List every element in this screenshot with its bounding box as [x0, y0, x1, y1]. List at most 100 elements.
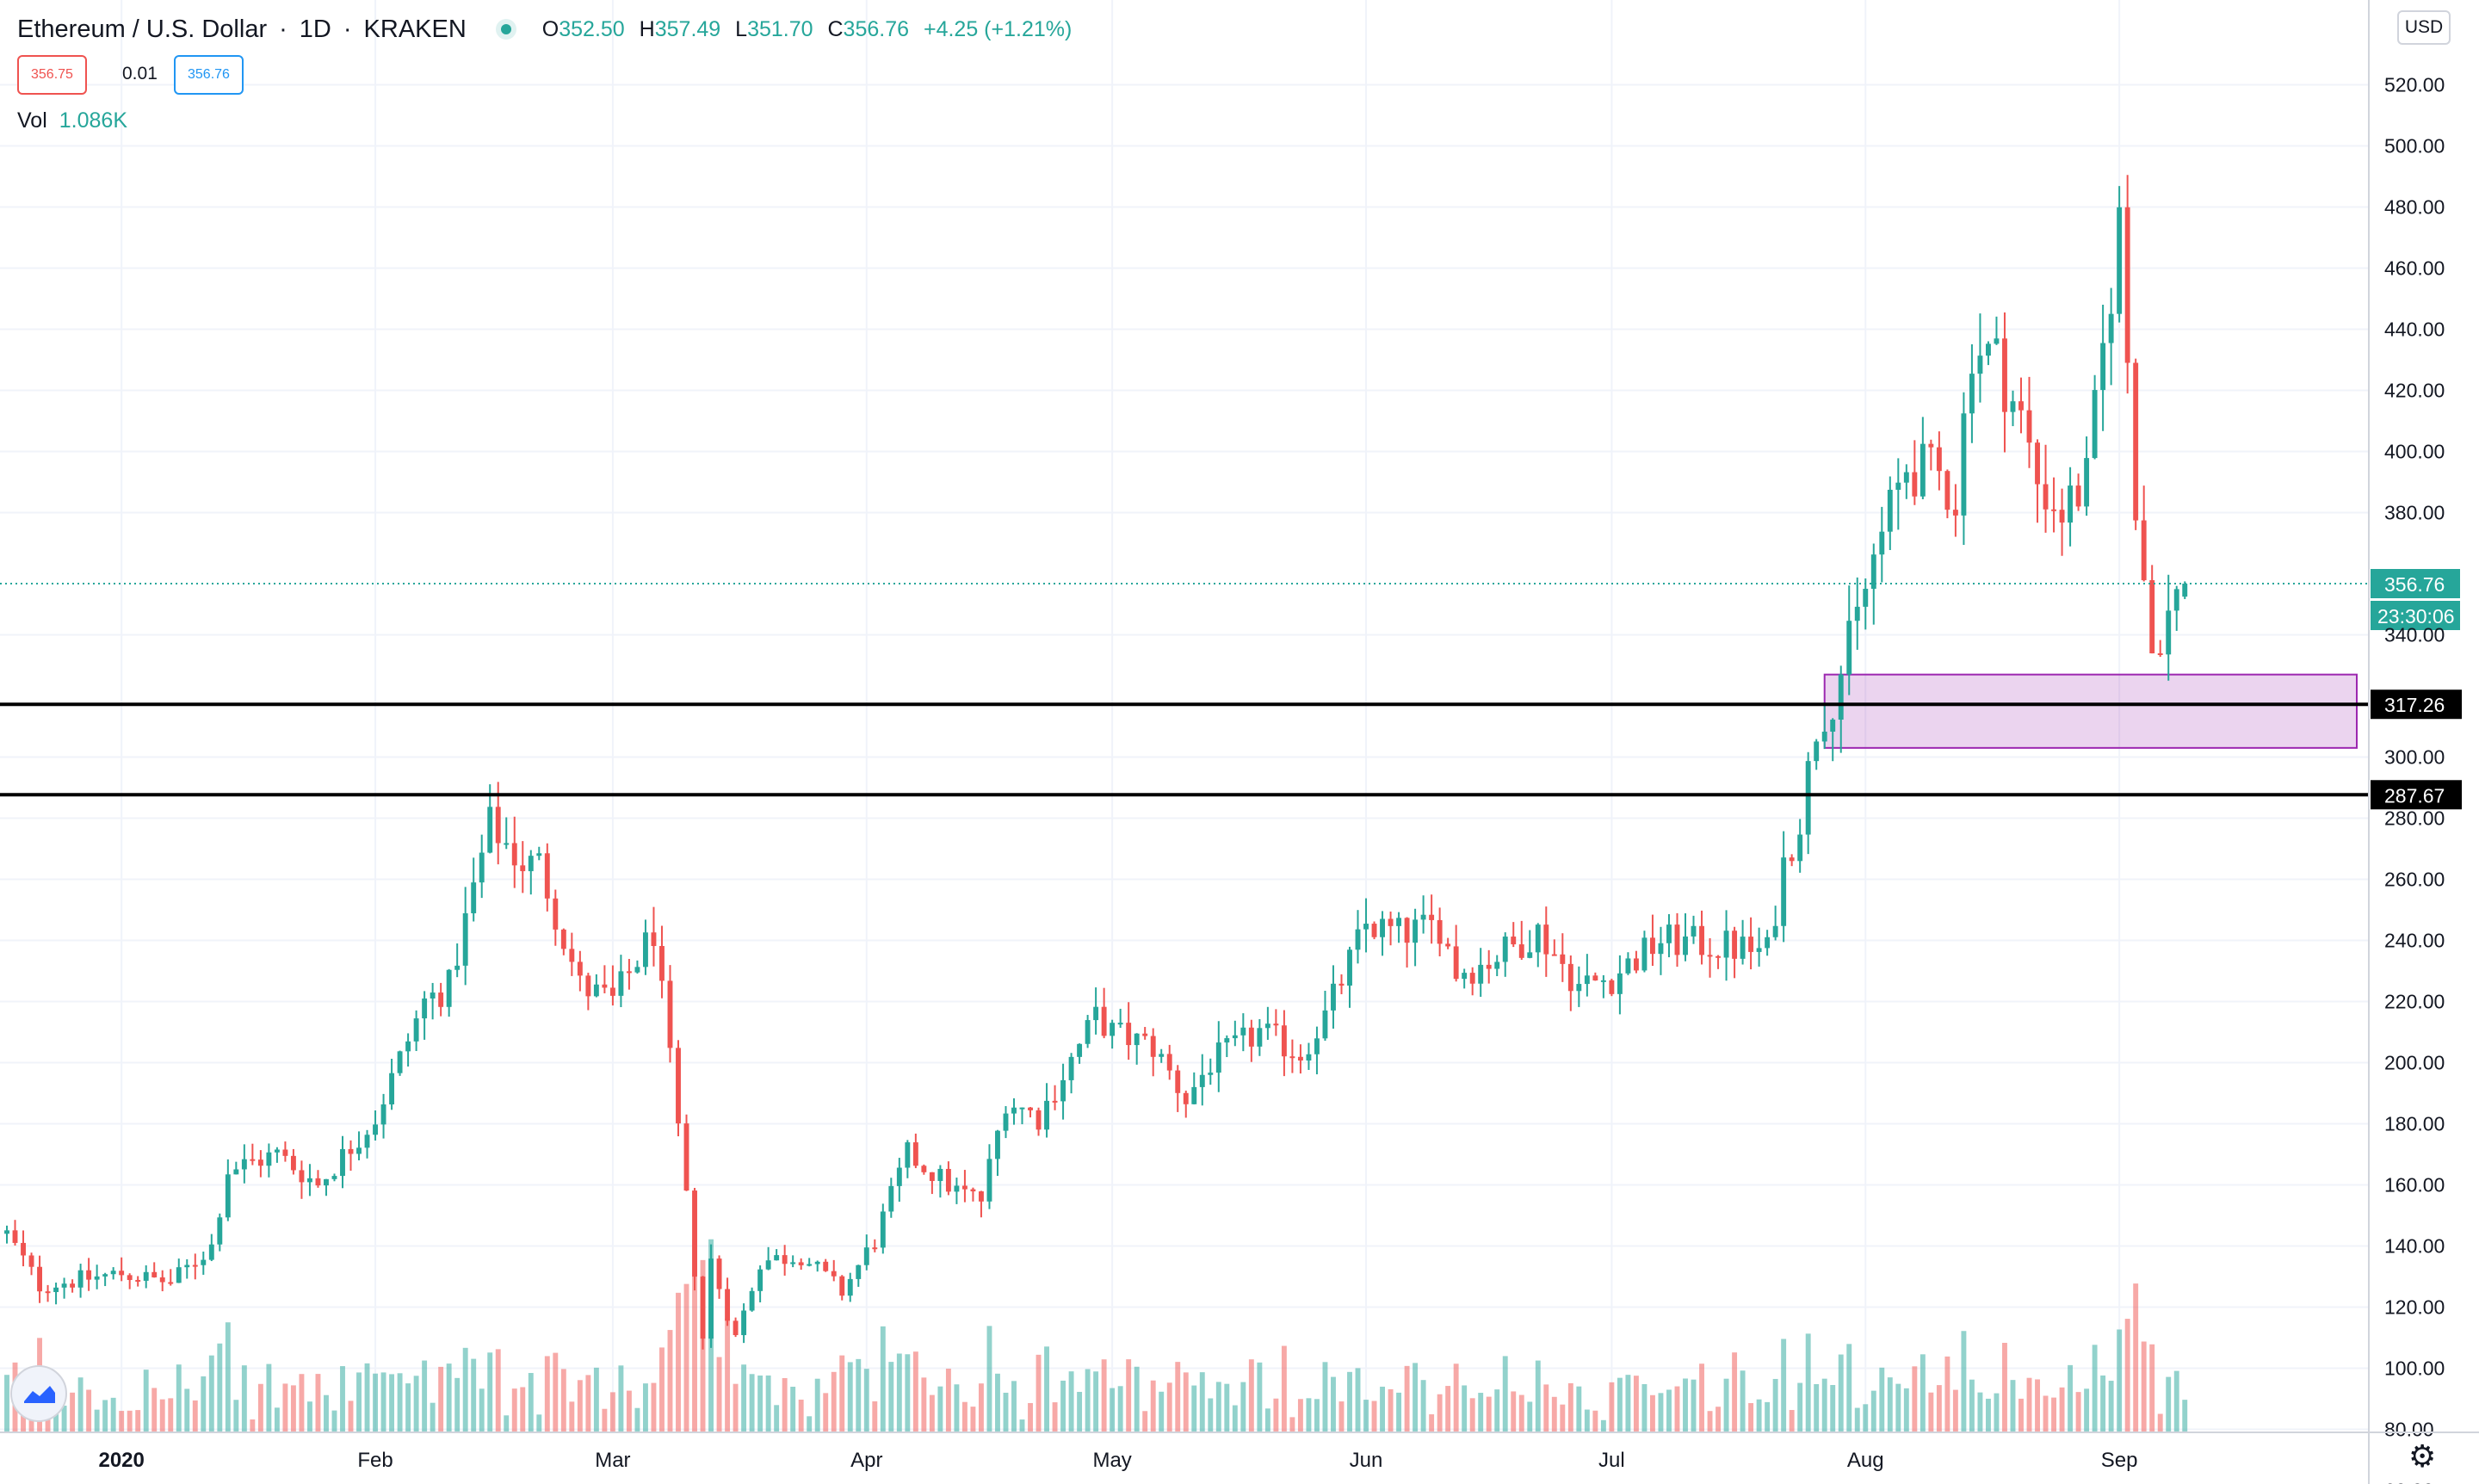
volume-bar: [1691, 1379, 1697, 1432]
time-tick-label: Jun: [1350, 1449, 1383, 1472]
volume-bar: [1936, 1385, 1942, 1432]
volume-bar: [1117, 1386, 1123, 1432]
volume-bar: [749, 1374, 755, 1432]
sell-price-button[interactable]: 356.75: [17, 55, 87, 95]
volume-bar: [1208, 1398, 1214, 1432]
volume-bar: [127, 1410, 133, 1432]
candle-body: [1633, 958, 1639, 971]
candle-body: [2173, 589, 2179, 611]
buy-price-button[interactable]: 356.76: [174, 55, 244, 95]
close-value: 356.76: [843, 16, 910, 41]
volume-bar: [741, 1364, 747, 1432]
volume-bar: [667, 1330, 673, 1432]
candle-body: [2100, 343, 2106, 391]
volume-bar: [970, 1407, 976, 1432]
candle-body: [1159, 1054, 1165, 1057]
candle-body: [912, 1142, 918, 1166]
candle-body: [1478, 964, 1484, 984]
volume-bar: [847, 1362, 853, 1432]
candle-body: [143, 1271, 149, 1281]
candle-body: [233, 1169, 239, 1175]
volume-bar: [1429, 1414, 1435, 1432]
volume-bar: [2035, 1379, 2040, 1432]
price-tick-label: 520.00: [2384, 74, 2445, 96]
candle-body: [1674, 924, 1680, 955]
candle-body: [159, 1277, 165, 1283]
price-tick-label: 260.00: [2384, 869, 2445, 891]
candle-body: [422, 998, 428, 1019]
candle-body: [1355, 929, 1361, 950]
volume-bar: [389, 1374, 395, 1432]
volume-bar: [2051, 1397, 2056, 1432]
volume-bar: [1543, 1384, 1549, 1432]
volume-bar: [1224, 1383, 1230, 1432]
candle-body: [741, 1310, 747, 1336]
price-tick-label: 140.00: [2384, 1235, 2445, 1258]
candle-body: [315, 1178, 321, 1186]
tradingview-logo-icon[interactable]: [10, 1365, 67, 1422]
volume-bar: [725, 1318, 731, 1432]
volume-bar: [1854, 1407, 1860, 1432]
title-separator: ·: [343, 15, 352, 43]
volume-bar: [1355, 1368, 1361, 1432]
candle-body: [1805, 761, 1811, 835]
volume-bar: [961, 1401, 967, 1432]
volume-bar: [536, 1414, 542, 1432]
candle-body: [1003, 1113, 1009, 1131]
candle-body: [1502, 937, 1508, 962]
volume-bar: [1683, 1378, 1688, 1432]
volume-bar: [1413, 1363, 1419, 1432]
volume-bar: [1912, 1366, 1918, 1432]
volume-bar: [1633, 1376, 1639, 1432]
market-status-dot-icon[interactable]: [495, 19, 516, 40]
candle-body: [676, 1048, 681, 1124]
volume-bar: [880, 1326, 886, 1432]
candle-body: [1600, 980, 1606, 982]
interval-label[interactable]: 1D: [299, 15, 331, 43]
candle-body: [1060, 1079, 1066, 1102]
currency-button[interactable]: USD: [2397, 10, 2451, 45]
volume-bar: [1895, 1383, 1901, 1432]
candle-body: [4, 1230, 9, 1234]
price-tick-label: 420.00: [2384, 380, 2445, 402]
candle-body: [1093, 1006, 1099, 1021]
volume-bar: [2133, 1283, 2139, 1432]
candle-body: [602, 984, 608, 988]
volume-bar: [1420, 1380, 1426, 1432]
volume-bar: [2166, 1376, 2172, 1432]
candle-body: [1756, 948, 1762, 952]
candle-body: [774, 1255, 780, 1261]
candle-body: [970, 1189, 976, 1192]
volume-bar: [61, 1405, 67, 1432]
volume-bar: [86, 1389, 92, 1432]
price-tick-label: 400.00: [2384, 441, 2445, 463]
volume-bar: [257, 1383, 263, 1432]
volume-bar: [2026, 1377, 2032, 1432]
volume-bar: [1674, 1386, 1680, 1432]
volume-bar: [888, 1362, 894, 1432]
candle-body: [1011, 1107, 1017, 1114]
volume-bar: [1518, 1394, 1524, 1432]
volume-bar: [1772, 1378, 1778, 1432]
grid: [0, 0, 2369, 1432]
time-tick-label: Mar: [595, 1449, 630, 1472]
gear-icon[interactable]: ⚙: [2408, 1438, 2437, 1474]
volume-bar: [1289, 1417, 1295, 1432]
candle-body: [1936, 447, 1942, 472]
volume-bar: [1281, 1345, 1287, 1432]
volume-bar: [348, 1401, 354, 1432]
candle-body: [151, 1271, 158, 1277]
volume-bar: [814, 1378, 820, 1432]
volume-bar: [1093, 1371, 1099, 1432]
candle-body: [1699, 925, 1704, 955]
candle-body: [413, 1018, 419, 1042]
candle-body: [454, 965, 461, 970]
candle-body: [217, 1217, 223, 1245]
candle-body: [954, 1185, 960, 1192]
volume-bar: [1658, 1393, 1664, 1432]
volume-bar: [1388, 1388, 1394, 1432]
volume-bar: [1551, 1396, 1557, 1432]
volume-bar: [462, 1347, 468, 1432]
symbol-title[interactable]: Ethereum / U.S. Dollar: [17, 15, 268, 43]
